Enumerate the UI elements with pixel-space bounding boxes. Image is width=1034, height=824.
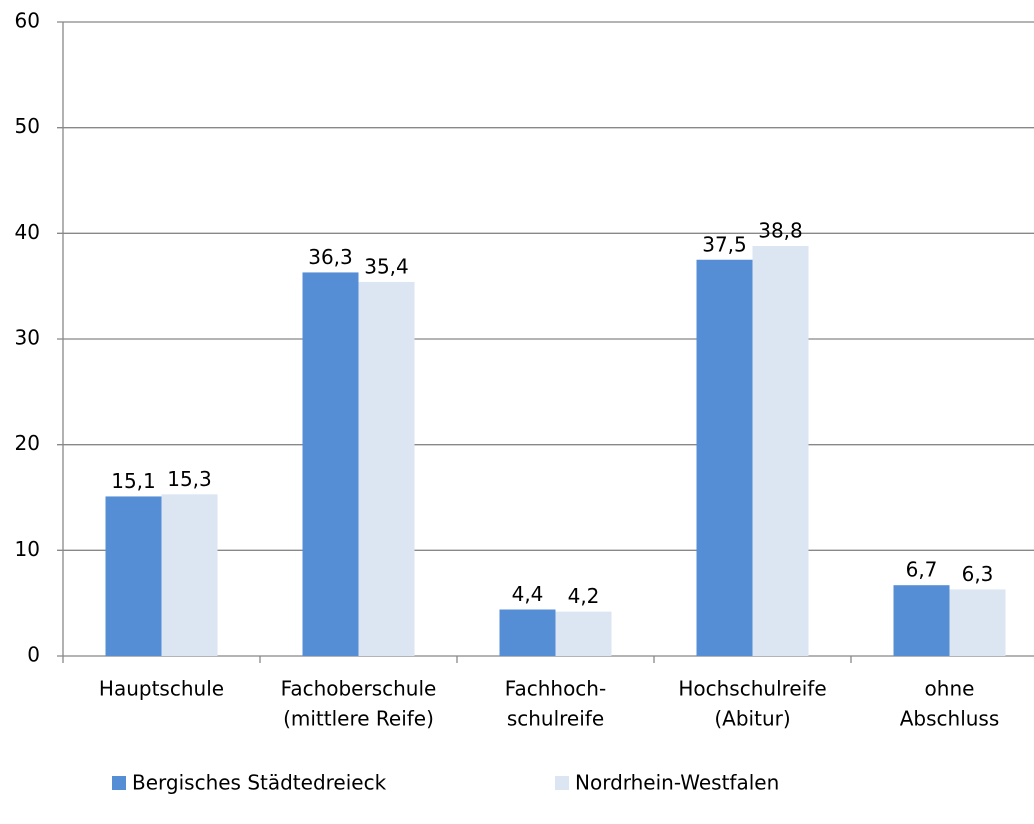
y-tick-label: 30	[15, 326, 40, 350]
value-label: 36,3	[308, 245, 353, 269]
value-label: 15,3	[167, 467, 212, 491]
bar	[499, 609, 556, 656]
x-tick-label: (mittlere Reife)	[283, 707, 434, 731]
x-tick-label: Abschluss	[900, 707, 1000, 731]
x-tick-label: Fachoberschule	[281, 677, 437, 701]
y-tick-label: 10	[15, 537, 40, 561]
x-tick-label: Fachhoch-	[505, 677, 606, 701]
legend-swatch	[555, 776, 569, 790]
value-label: 37,5	[702, 232, 747, 256]
value-label: 15,1	[111, 469, 156, 493]
y-tick-label: 40	[15, 220, 40, 244]
bar	[555, 611, 612, 656]
value-label: 35,4	[364, 254, 409, 278]
value-label: 4,4	[512, 582, 544, 606]
x-tick-label: (Abitur)	[714, 707, 790, 731]
value-label: 38,8	[758, 219, 803, 243]
legend-label: Nordrhein-Westfalen	[575, 771, 779, 795]
bar	[752, 246, 809, 656]
x-tick-label: Hauptschule	[99, 677, 224, 701]
y-tick-label: 60	[15, 9, 40, 33]
y-tick-label: 50	[15, 114, 40, 138]
legend-swatch	[112, 776, 126, 790]
bar	[893, 585, 950, 656]
bar	[161, 494, 218, 656]
value-label: 6,3	[962, 562, 994, 586]
legend-label: Bergisches Städtedreieck	[132, 771, 387, 795]
value-label: 6,7	[906, 558, 938, 582]
x-tick-label: ohne	[925, 677, 975, 701]
bar	[358, 281, 415, 656]
x-tick-label: Hochschulreife	[678, 677, 826, 701]
y-tick-label: 0	[27, 643, 40, 667]
bar	[302, 272, 359, 656]
bar	[949, 589, 1006, 656]
y-tick-label: 20	[15, 431, 40, 455]
bar	[696, 259, 753, 656]
bar	[105, 496, 162, 656]
x-tick-label: schulreife	[507, 707, 604, 731]
value-label: 4,2	[568, 584, 600, 608]
